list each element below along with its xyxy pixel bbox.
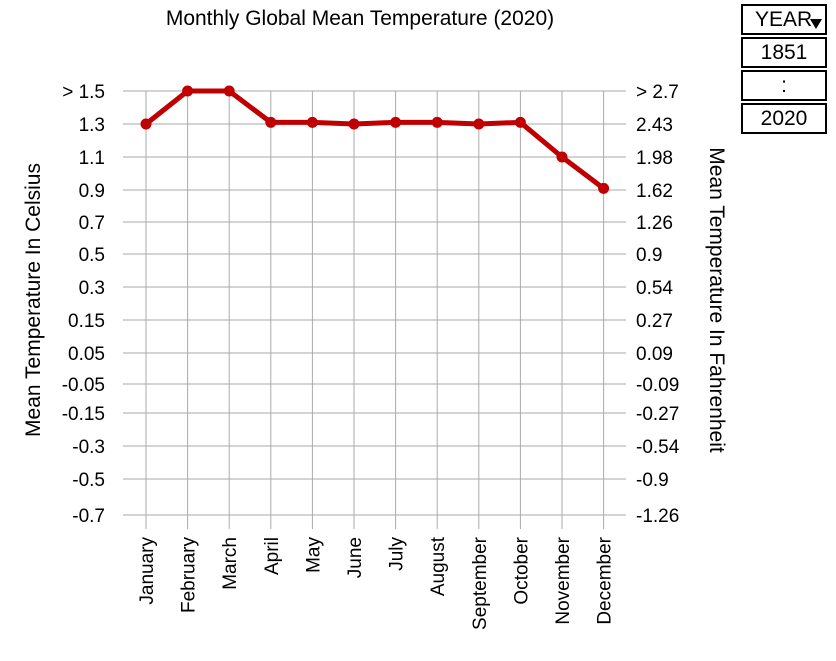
- data-point[interactable]: [348, 118, 360, 130]
- y-tick-label-left: 1.1: [79, 148, 105, 169]
- y-tick-label-right: > 2.7: [636, 82, 679, 103]
- x-tick-label: September: [470, 536, 491, 630]
- y-tick-label-right: -0.27: [636, 404, 679, 425]
- y-tick-label-left: 0.7: [79, 213, 105, 234]
- dropdown-caret-icon: [810, 19, 822, 29]
- y-axis-left-ticks: > 1.5 1.3 1.1 0.9 0.7 0.5 0.3 0.15 0.05 -0.05 -0.1…: [62, 82, 105, 527]
- data-point[interactable]: [473, 118, 485, 130]
- year-selector: YEAR 1851 : 2020: [741, 4, 827, 136]
- data-point[interactable]: [306, 116, 318, 128]
- x-tick-label: April: [262, 537, 283, 575]
- y-tick-label-right: -1.26: [636, 506, 679, 527]
- y-tick-label-right: -0.9: [636, 470, 669, 491]
- y-axis-right-ticks: > 2.7 2.43 1.98 1.62 1.26 0.9 0.54 0.27 0.09 -0.0…: [636, 82, 680, 527]
- y-tick-label-left: 0.3: [79, 278, 105, 299]
- y-tick-label-left: 0.15: [68, 311, 105, 332]
- data-point[interactable]: [598, 182, 610, 194]
- y-tick-label-right: 1.26: [636, 213, 673, 234]
- series-line: [144, 88, 606, 191]
- y-tick-label-left: -0.05: [62, 375, 105, 396]
- x-axis-ticks: January February March April May June July Augu…: [137, 536, 616, 630]
- year-end-value: 2020: [760, 106, 808, 130]
- y-tick-label-left: 1.3: [79, 115, 105, 136]
- data-point[interactable]: [431, 116, 443, 128]
- y-tick-label-left: > 1.5: [62, 82, 105, 103]
- x-tick-label: March: [220, 537, 241, 590]
- y-tick-label-right: 0.09: [636, 344, 673, 365]
- year-dropdown[interactable]: YEAR: [741, 4, 827, 35]
- y-tick-label-right: 1.62: [636, 181, 673, 202]
- y-tick-label-left: 0.05: [68, 344, 105, 365]
- year-start-value: 1851: [760, 40, 808, 64]
- y-tick-label-left: 0.5: [79, 245, 105, 266]
- y-tick-label-left: -0.5: [72, 470, 105, 491]
- year-range-separator: :: [741, 70, 827, 101]
- year-range-start[interactable]: 1851: [741, 37, 827, 68]
- x-tick-label: July: [387, 537, 408, 571]
- data-point[interactable]: [223, 85, 235, 97]
- x-tick-label: December: [595, 536, 616, 624]
- data-point[interactable]: [265, 116, 277, 128]
- data-point[interactable]: [390, 116, 402, 128]
- x-tick-label: May: [303, 537, 324, 573]
- year-dropdown-label: YEAR: [755, 7, 813, 31]
- y-tick-label-left: -0.3: [72, 437, 105, 458]
- data-point[interactable]: [556, 151, 568, 163]
- x-tick-label: November: [553, 536, 574, 624]
- x-tick-label: June: [345, 537, 366, 578]
- year-separator-text: :: [781, 73, 787, 97]
- y-tick-label-right: -0.09: [636, 375, 679, 396]
- series-group: [140, 85, 610, 194]
- y-tick-label-right: -0.54: [636, 437, 680, 458]
- y-tick-label-left: -0.15: [62, 404, 105, 425]
- y-tick-label-left: -0.7: [72, 506, 105, 527]
- y-axis-left-label: Mean Temperature In Celsius: [22, 163, 45, 437]
- data-point[interactable]: [514, 116, 526, 128]
- y-tick-label-left: 0.9: [79, 181, 105, 202]
- chart-grid: [123, 90, 626, 529]
- data-point[interactable]: [182, 85, 194, 97]
- year-range-end[interactable]: 2020: [741, 103, 827, 134]
- data-point[interactable]: [140, 118, 152, 130]
- x-tick-label: February: [179, 537, 200, 614]
- chart-title: Monthly Global Mean Temperature (2020): [166, 7, 554, 30]
- y-tick-label-right: 0.27: [636, 311, 673, 332]
- x-tick-label: October: [511, 536, 532, 604]
- x-tick-label: January: [137, 537, 158, 605]
- x-tick-label: August: [428, 536, 449, 596]
- y-tick-label-right: 1.98: [636, 148, 673, 169]
- y-axis-right-label: Mean Temperature In Fahrenheit: [705, 147, 728, 453]
- y-tick-label-right: 0.9: [636, 245, 662, 266]
- y-tick-label-right: 0.54: [636, 278, 673, 299]
- y-tick-label-right: 2.43: [636, 115, 673, 136]
